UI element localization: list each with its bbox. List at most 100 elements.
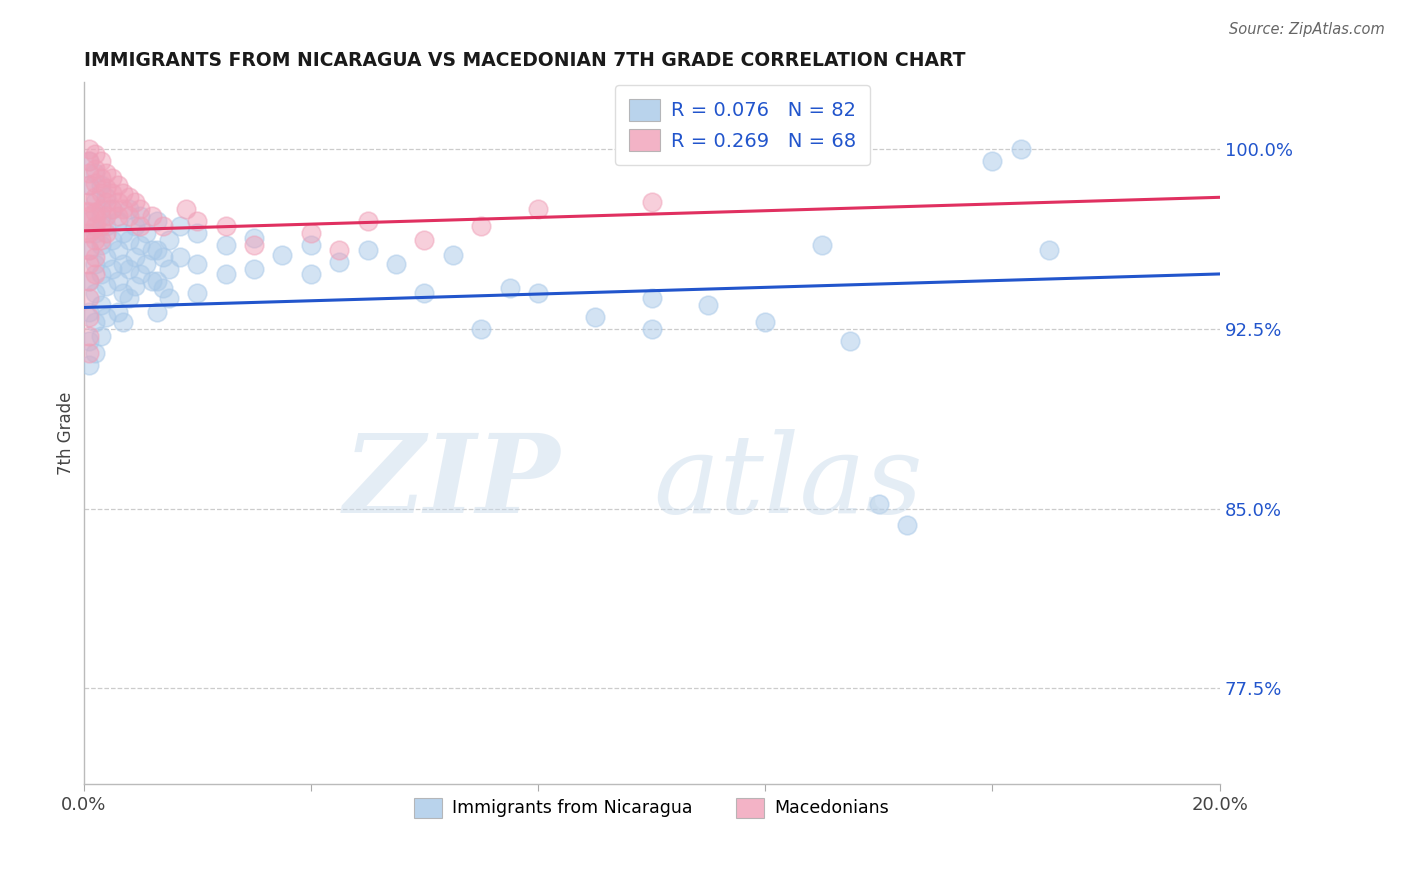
Text: IMMIGRANTS FROM NICARAGUA VS MACEDONIAN 7TH GRADE CORRELATION CHART: IMMIGRANTS FROM NICARAGUA VS MACEDONIAN … [83,51,965,70]
Point [77,291,100,305]
Point [101,186,124,200]
Point [441,248,464,262]
Point [135,226,157,240]
Point [754,315,776,329]
Point [90,238,112,252]
Point [157,234,180,248]
Point [83,315,105,329]
Point [83,176,105,190]
Point [96,279,118,293]
Point [152,281,174,295]
Point [77,334,100,348]
Point [83,166,105,180]
Point [243,262,266,277]
Point [77,178,100,193]
Point [90,219,112,233]
Point [112,226,135,240]
Point [583,310,606,324]
Point [129,202,152,217]
Point [299,226,322,240]
Point [129,210,152,224]
Point [83,346,105,360]
Point [83,204,105,219]
Point [118,202,141,217]
Point [129,238,152,252]
Point [83,161,105,176]
Point [118,291,141,305]
Point [356,243,378,257]
Point [214,219,236,233]
Point [77,346,100,360]
Point [77,154,100,169]
Legend: Immigrants from Nicaragua, Macedonians: Immigrants from Nicaragua, Macedonians [408,790,896,824]
Point [90,234,112,248]
Point [90,186,112,200]
Point [96,250,118,264]
Point [157,291,180,305]
Point [146,243,169,257]
Point [118,262,141,277]
Point [129,219,152,233]
Point [101,234,124,248]
Point [96,310,118,324]
Point [112,315,135,329]
Point [83,257,105,271]
Point [96,166,118,180]
Point [141,274,163,288]
Point [186,257,208,271]
Point [112,186,135,200]
Point [107,243,129,257]
Point [146,305,169,319]
Point [157,262,180,277]
Point [90,210,112,224]
Point [1038,243,1060,257]
Point [243,231,266,245]
Point [328,255,350,269]
Point [77,310,100,324]
Point [1010,142,1032,156]
Point [186,226,208,240]
Point [96,210,118,224]
Point [214,238,236,252]
Point [299,238,322,252]
Point [135,257,157,271]
Point [77,226,100,240]
Point [90,298,112,312]
Point [124,219,146,233]
Point [75,214,97,228]
Point [83,267,105,281]
Point [527,286,550,301]
Point [527,202,550,217]
Point [124,279,146,293]
Point [640,195,662,210]
Point [141,210,163,224]
Point [124,250,146,264]
Point [470,219,492,233]
Point [146,214,169,228]
Point [96,190,118,204]
Point [697,298,720,312]
Point [107,210,129,224]
Point [90,178,112,193]
Point [96,219,118,233]
Point [96,195,118,210]
Point [101,202,124,217]
Point [83,234,105,248]
Point [118,234,141,248]
Point [83,250,105,264]
Point [152,250,174,264]
Point [77,274,100,288]
Point [101,202,124,217]
Point [243,238,266,252]
Point [90,329,112,343]
Point [107,274,129,288]
Point [96,180,118,194]
Point [271,248,294,262]
Point [77,195,100,210]
Point [77,358,100,372]
Point [141,243,163,257]
Y-axis label: 7th Grade: 7th Grade [58,392,75,475]
Point [413,234,436,248]
Point [112,202,135,217]
Point [96,226,118,240]
